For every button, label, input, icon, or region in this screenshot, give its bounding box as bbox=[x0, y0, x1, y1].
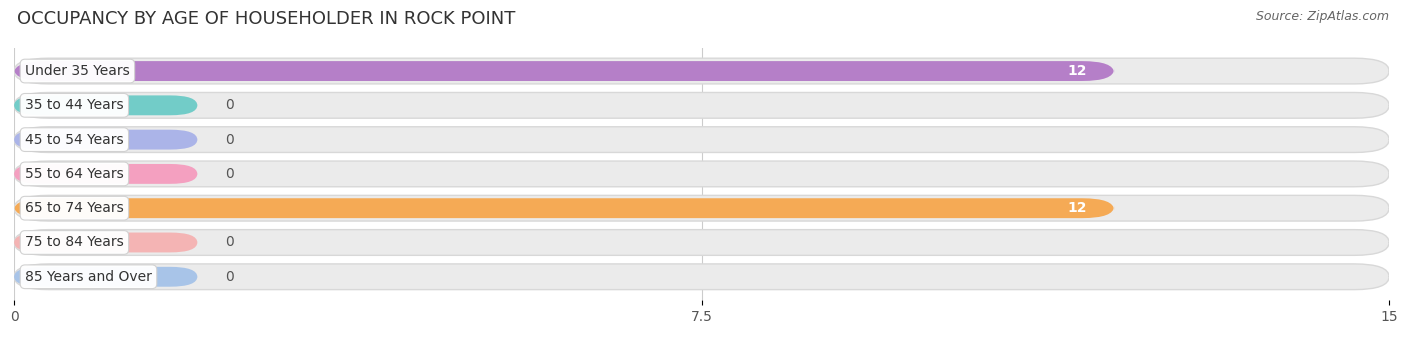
Text: 65 to 74 Years: 65 to 74 Years bbox=[25, 201, 124, 215]
FancyBboxPatch shape bbox=[14, 198, 1114, 218]
FancyBboxPatch shape bbox=[14, 161, 1389, 187]
Text: 0: 0 bbox=[225, 270, 233, 284]
FancyBboxPatch shape bbox=[14, 127, 1389, 152]
Text: 0: 0 bbox=[225, 236, 233, 250]
Text: 12: 12 bbox=[1067, 64, 1087, 78]
FancyBboxPatch shape bbox=[14, 267, 197, 287]
FancyBboxPatch shape bbox=[14, 264, 1389, 290]
FancyBboxPatch shape bbox=[14, 229, 1389, 255]
Text: 45 to 54 Years: 45 to 54 Years bbox=[25, 133, 124, 147]
FancyBboxPatch shape bbox=[14, 61, 1114, 81]
Text: 75 to 84 Years: 75 to 84 Years bbox=[25, 236, 124, 250]
Text: 55 to 64 Years: 55 to 64 Years bbox=[25, 167, 124, 181]
Text: Source: ZipAtlas.com: Source: ZipAtlas.com bbox=[1256, 10, 1389, 23]
Text: 12: 12 bbox=[1067, 201, 1087, 215]
FancyBboxPatch shape bbox=[14, 233, 197, 252]
FancyBboxPatch shape bbox=[14, 95, 197, 115]
Text: 85 Years and Over: 85 Years and Over bbox=[25, 270, 152, 284]
Text: 0: 0 bbox=[225, 98, 233, 112]
Text: 0: 0 bbox=[225, 133, 233, 147]
Text: Under 35 Years: Under 35 Years bbox=[25, 64, 129, 78]
Text: 35 to 44 Years: 35 to 44 Years bbox=[25, 98, 124, 112]
FancyBboxPatch shape bbox=[14, 58, 1389, 84]
FancyBboxPatch shape bbox=[14, 164, 197, 184]
FancyBboxPatch shape bbox=[14, 92, 1389, 118]
Text: 0: 0 bbox=[225, 167, 233, 181]
FancyBboxPatch shape bbox=[14, 195, 1389, 221]
Text: OCCUPANCY BY AGE OF HOUSEHOLDER IN ROCK POINT: OCCUPANCY BY AGE OF HOUSEHOLDER IN ROCK … bbox=[17, 10, 515, 28]
FancyBboxPatch shape bbox=[14, 130, 197, 150]
